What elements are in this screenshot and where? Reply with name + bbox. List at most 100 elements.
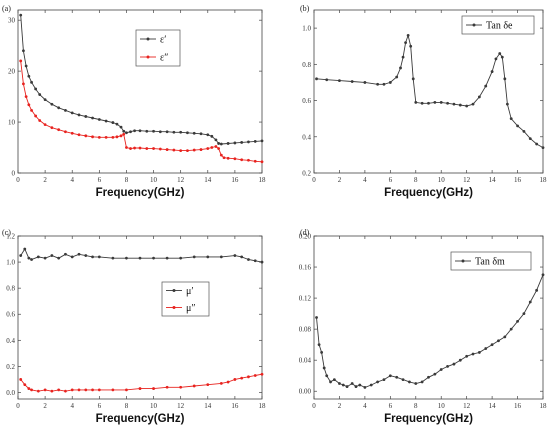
data-point [97, 135, 101, 139]
x-tick-label: 16 [231, 176, 239, 184]
data-point [34, 114, 38, 118]
data-point [34, 87, 38, 91]
y-tick-label: 0.4 [6, 337, 15, 345]
series-1 [19, 247, 264, 264]
legend: Tan δe [461, 15, 535, 35]
legend-box [450, 251, 532, 271]
data-point [497, 339, 500, 343]
data-point [36, 255, 40, 259]
plot-frame [17, 235, 263, 400]
x-tick-label: 8 [125, 176, 129, 184]
y-tick-label: 1.2 [6, 233, 15, 241]
data-point [104, 119, 108, 123]
legend-label: Tan δm [475, 257, 505, 268]
y-tick-label: 0.20 [299, 233, 312, 241]
data-point [458, 103, 462, 107]
data-point [509, 327, 513, 331]
data-point [240, 255, 244, 259]
legend: ε′ ε″ [135, 29, 181, 67]
data-point [253, 159, 257, 163]
data-point [541, 146, 545, 150]
x-tick-label: 6 [98, 176, 102, 184]
data-point [498, 52, 502, 55]
y-tick-label: 1.0 [302, 25, 311, 33]
data-point [158, 147, 162, 151]
data-point [77, 133, 81, 137]
data-point [505, 102, 509, 106]
data-point [446, 101, 449, 105]
legend-box [161, 281, 210, 317]
plot-frame [17, 9, 263, 174]
data-point [219, 153, 223, 157]
data-point [452, 102, 456, 106]
data-point [97, 388, 101, 392]
data-point [260, 260, 264, 264]
data-point [50, 254, 54, 257]
legend: μ′ μ″ [161, 281, 210, 317]
data-point [133, 146, 136, 150]
series-line [20, 248, 263, 263]
data-point [64, 252, 67, 256]
legend-swatch-marker [461, 259, 465, 263]
data-point [388, 81, 392, 84]
data-point [260, 372, 264, 376]
x-axis-label: Frequency(GHz) [96, 413, 185, 425]
data-point [27, 74, 31, 78]
x-tick-label: 4 [70, 402, 74, 410]
data-point [57, 106, 61, 110]
data-point [192, 384, 196, 388]
data-point [125, 256, 128, 260]
data-point [64, 108, 67, 112]
data-point [138, 129, 142, 133]
data-point [84, 134, 88, 138]
x-tick-label: 2 [338, 402, 342, 410]
x-tick-label: 2 [43, 176, 47, 184]
y-tick-label: 0.16 [299, 264, 312, 272]
data-point [320, 351, 324, 354]
data-point [369, 383, 373, 387]
data-point [233, 254, 237, 257]
chart-panel-2: (b) 0 2 4 6 8 10 12 14 16 18 0.2 0.4 0.6 0.8 1.0 Frequen… [300, 4, 547, 199]
data-point [152, 387, 155, 390]
x-tick-label: 12 [177, 176, 185, 184]
data-point [509, 117, 513, 121]
data-point [84, 388, 88, 392]
data-point [206, 255, 210, 259]
data-point [165, 256, 169, 260]
x-tick-label: 18 [540, 176, 548, 184]
data-point [350, 382, 354, 385]
x-tick-label: 2 [43, 402, 47, 410]
data-point [219, 381, 223, 385]
series-1 [315, 273, 545, 389]
x-tick-label: 18 [259, 402, 267, 410]
data-point [152, 147, 155, 150]
x-tick-label: 4 [363, 176, 367, 184]
y-tick-label: 0.4 [302, 133, 311, 141]
data-point [210, 146, 214, 149]
data-point [115, 135, 119, 139]
data-point [490, 70, 494, 73]
data-point [70, 131, 74, 135]
x-tick-label: 18 [259, 176, 267, 184]
data-point [22, 82, 25, 86]
data-point [358, 383, 362, 387]
y-tick-label: 0.2 [302, 170, 311, 178]
series-2 [19, 372, 264, 393]
x-tick-label: 0 [16, 176, 20, 184]
y-tick-label: 10 [8, 119, 16, 127]
data-point [395, 75, 399, 79]
series-2 [19, 59, 264, 164]
data-point [260, 160, 264, 164]
x-tick-label: 16 [514, 402, 522, 410]
legend-swatch-marker [172, 306, 176, 309]
data-point [354, 385, 358, 388]
data-point [332, 378, 336, 381]
data-point [50, 102, 54, 106]
data-point [179, 130, 183, 134]
data-point [247, 258, 250, 261]
data-point [186, 149, 189, 152]
data-point [477, 95, 481, 99]
x-tick-label: 14 [489, 402, 497, 410]
data-point [152, 129, 155, 133]
